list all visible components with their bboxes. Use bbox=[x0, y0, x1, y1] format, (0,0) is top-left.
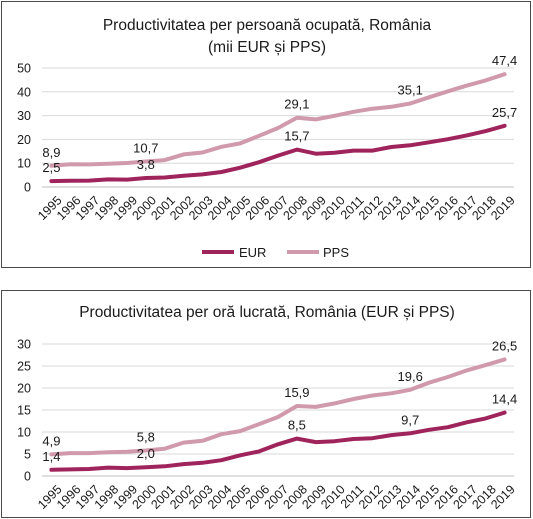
y-tick-label: 0 bbox=[24, 181, 31, 195]
series-line-eur bbox=[49, 123, 507, 184]
y-tick-label: 40 bbox=[17, 85, 31, 99]
data-label: 29,1 bbox=[284, 97, 309, 112]
y-tick-label: 20 bbox=[17, 382, 31, 396]
data-label: 15,9 bbox=[284, 385, 309, 400]
chart-panel-per-hour: Productivitatea per oră lucrată, România… bbox=[1, 290, 531, 518]
data-label: 4,9 bbox=[42, 433, 60, 448]
chart-title: Productivitatea per persoană ocupată, Ro… bbox=[103, 17, 432, 34]
data-label: 35,1 bbox=[398, 82, 423, 97]
data-label: 8,5 bbox=[288, 418, 306, 433]
chart-subtitle: (mii EUR și PPS) bbox=[208, 39, 326, 56]
y-tick-label: 10 bbox=[17, 426, 31, 440]
data-label: 1,4 bbox=[42, 449, 60, 464]
series-line-eur bbox=[49, 410, 507, 472]
data-label: 47,4 bbox=[492, 53, 517, 68]
chart-title: Productivitatea per oră lucrată, România… bbox=[79, 304, 455, 321]
data-label: 9,7 bbox=[401, 412, 419, 427]
data-label: 5,8 bbox=[137, 429, 155, 444]
chart-panel-per-person: Productivitatea per persoană ocupată, Ro… bbox=[1, 1, 531, 268]
y-tick-label: 25 bbox=[17, 360, 31, 374]
y-tick-label: 30 bbox=[17, 109, 31, 123]
data-label: 8,9 bbox=[42, 145, 60, 160]
y-tick-label: 10 bbox=[17, 157, 31, 171]
chart-per-hour: Productivitatea per oră lucrată, România… bbox=[17, 304, 518, 512]
y-tick-label: 30 bbox=[17, 338, 31, 352]
y-tick-label: 20 bbox=[17, 133, 31, 147]
data-label: 10,7 bbox=[133, 141, 158, 156]
data-label: 2,0 bbox=[137, 446, 155, 461]
data-label: 26,5 bbox=[492, 338, 517, 353]
legend-label-eur: EUR bbox=[239, 245, 266, 260]
data-label: 25,7 bbox=[492, 105, 517, 120]
chart-per-person: Productivitatea per persoană ocupată, Ro… bbox=[17, 17, 518, 260]
data-label: 2,5 bbox=[42, 160, 60, 175]
series-line-pps bbox=[49, 72, 507, 168]
series-line-pps bbox=[49, 357, 507, 457]
y-tick-label: 0 bbox=[24, 470, 31, 484]
data-label: 19,6 bbox=[398, 369, 423, 384]
y-tick-label: 50 bbox=[17, 62, 31, 76]
y-tick-label: 15 bbox=[17, 404, 31, 418]
y-tick-label: 5 bbox=[24, 448, 31, 462]
legend: EUR PPS bbox=[202, 245, 349, 260]
legend-label-pps: PPS bbox=[323, 245, 349, 260]
data-label: 3,8 bbox=[137, 157, 155, 172]
data-label: 14,4 bbox=[492, 392, 517, 407]
data-label: 15,7 bbox=[284, 129, 309, 144]
